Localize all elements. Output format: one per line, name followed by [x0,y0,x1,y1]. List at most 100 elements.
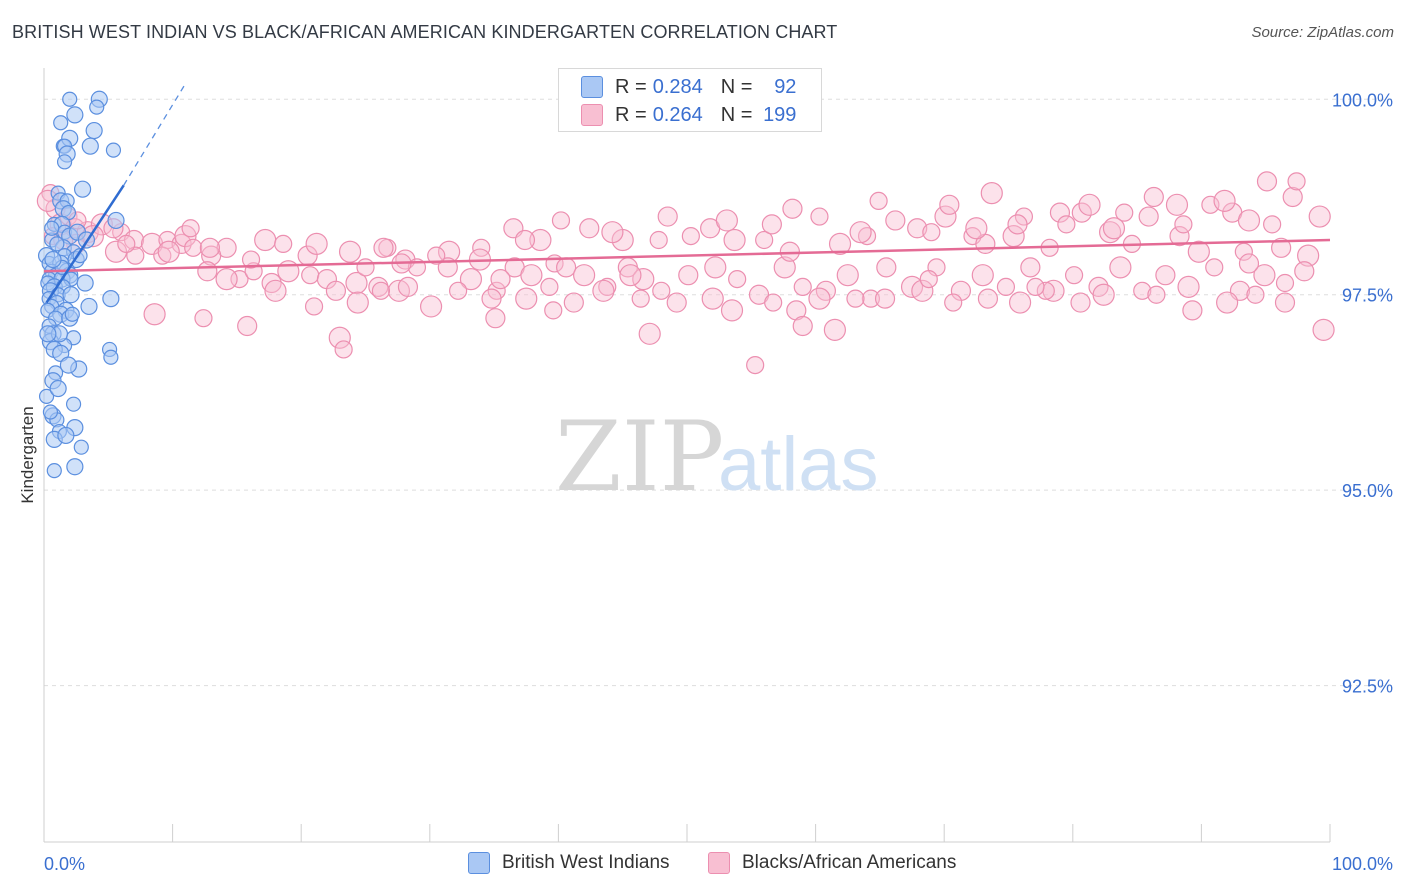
axis-labels: 100.0% 97.5% 95.0% 92.5% 0.0% 100.0% Kindergar… [18,90,1393,874]
point-pink [828,232,852,256]
point-pink [301,266,320,285]
point-blue [46,463,62,479]
point-pink [274,234,293,254]
point-pink [782,198,803,219]
point-pink [792,315,813,337]
point-blue [56,154,73,170]
point-pink [472,238,491,257]
r-value: 0.284 [652,75,703,98]
point-pink [490,268,511,290]
point-blue [66,106,84,124]
x-tick-label-right: 100.0% [1332,854,1393,874]
point-pink [1297,244,1320,267]
point-pink [761,214,782,235]
y-tick-label: 97.5% [1342,286,1393,306]
point-pink [143,303,166,326]
point-pink [996,277,1016,297]
point-pink [965,217,988,240]
point-pink [573,264,596,287]
x-tick-label-left: 0.0% [44,854,85,874]
point-pink [885,210,906,231]
point-pink [345,271,368,295]
point-pink [304,297,324,316]
point-pink [1271,237,1292,258]
point-pink [563,292,584,313]
point-pink [371,281,391,300]
point-pink [1182,300,1203,321]
point-pink [836,264,859,287]
point-pink [1263,215,1282,234]
point-pink [1213,189,1236,213]
source-label: Source: ZipAtlas.com [1251,24,1394,41]
point-pink [1008,291,1032,314]
n-label: N = [720,75,753,98]
point-pink [325,280,347,301]
legend-label: Blacks/African Americans [742,852,957,873]
point-blue [73,439,89,455]
point-pink [1070,292,1091,313]
point-blue [62,286,80,304]
legend-item-blacks-african-americans: Blacks/African Americans [708,852,956,874]
point-pink [678,265,699,286]
trend-line-pink [43,238,1331,273]
point-pink [427,246,446,265]
point-pink [1312,318,1335,342]
point-pink [793,277,812,297]
point-pink [980,181,1003,205]
point-pink [1078,193,1101,216]
point-pink [1253,264,1276,287]
point-pink [356,258,375,277]
point-pink [397,276,419,298]
point-pink [334,340,353,359]
point-pink [638,322,661,345]
stats-row-pink: R = 0.264 N = 199 [581,100,796,130]
point-pink [1177,275,1200,299]
point-pink [305,232,328,256]
point-pink [652,281,671,300]
point-pink [1187,240,1210,263]
trend-lines [43,83,1331,304]
point-pink [704,256,727,279]
legend-swatch-pink [708,852,730,874]
point-pink [869,191,888,211]
n-label: N = [720,103,753,126]
point-pink [194,309,213,328]
point-pink [459,267,483,291]
point-pink [849,221,872,244]
point-pink [911,279,934,302]
watermark-zip: ZIP [555,401,724,513]
point-blue [38,388,55,404]
legend-label: British West Indians [502,852,670,873]
point-pink [579,218,600,239]
point-pink [1216,291,1239,314]
point-pink [174,224,197,248]
pink-swatch [581,104,603,126]
point-blue [103,349,119,365]
point-blue [42,404,59,420]
point-blue [89,99,105,115]
point-blue [59,356,78,374]
point-pink [598,277,617,297]
trend-line-blue [45,184,125,304]
point-pink [681,226,700,246]
point-pink [1294,261,1315,282]
point-pink [264,279,287,302]
point-pink [117,234,136,254]
watermark-atlas: atlas [718,422,879,507]
point-pink [544,301,563,320]
point-pink [1098,221,1122,244]
point-blue [85,121,103,140]
point-pink [1169,225,1190,247]
point-blue [102,290,120,308]
point-pink [823,318,846,342]
point-pink [197,261,218,282]
point-pink [701,287,724,310]
point-pink [934,205,957,228]
point-pink [104,240,128,263]
point-blue [49,236,65,252]
point-pink [1238,253,1260,274]
point-pink [715,209,738,232]
point-pink [773,256,796,279]
point-blue [73,180,92,198]
point-pink [1275,273,1295,293]
